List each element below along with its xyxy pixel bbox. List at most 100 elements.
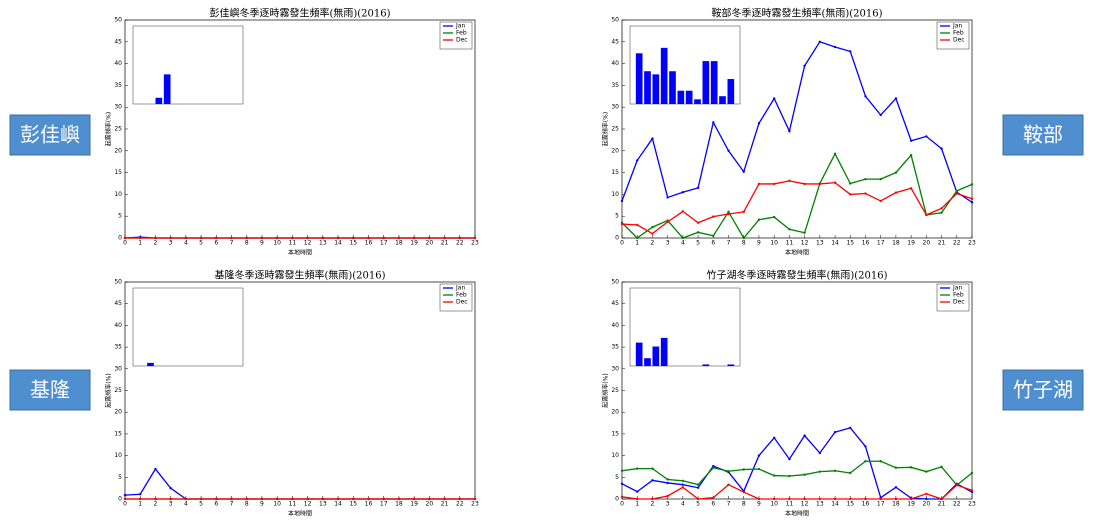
- point: [757, 497, 761, 501]
- x-tick-label: 13: [816, 501, 824, 508]
- x-tick-label: 22: [953, 501, 961, 508]
- point: [636, 223, 639, 227]
- point: [291, 236, 294, 240]
- x-tick-label: 18: [395, 240, 403, 247]
- x-tick-label: 17: [380, 240, 388, 247]
- station-label-box: [1002, 369, 1084, 411]
- point: [818, 40, 822, 43]
- series-line: [621, 460, 973, 487]
- point: [367, 236, 370, 240]
- x-tick-label: 6: [711, 240, 715, 247]
- inset-frame: [132, 287, 244, 367]
- point: [443, 497, 446, 501]
- point: [352, 497, 355, 501]
- x-tick-label: 21: [441, 240, 449, 247]
- y-tick-label: 45: [114, 300, 122, 307]
- point: [772, 474, 776, 477]
- point: [696, 186, 700, 190]
- point: [940, 207, 943, 210]
- x-tick-label: 19: [907, 501, 915, 508]
- point: [833, 181, 837, 184]
- y-tick-label: 45: [611, 300, 619, 307]
- point: [275, 497, 279, 501]
- y-tick-label: 50: [114, 279, 122, 286]
- y-tick-label: 40: [611, 322, 619, 329]
- point: [260, 236, 264, 240]
- y-tick-label: 30: [114, 104, 122, 111]
- point: [864, 192, 867, 195]
- station-label-text: 基隆: [30, 378, 70, 402]
- x-tick-label: 17: [380, 501, 388, 508]
- point: [970, 489, 974, 492]
- point: [681, 486, 685, 489]
- point: [803, 231, 806, 234]
- point: [651, 479, 654, 482]
- x-tick-label: 9: [757, 501, 761, 508]
- x-tick-label: 3: [666, 501, 670, 508]
- point: [788, 228, 791, 231]
- point: [443, 236, 446, 240]
- x-tick-label: 23: [968, 501, 976, 508]
- point: [955, 189, 958, 193]
- legend-label: Feb: [456, 30, 467, 37]
- inset-bar: [652, 74, 660, 104]
- y-tick-label: 5: [118, 474, 122, 481]
- point: [651, 232, 654, 235]
- inset-bar: [660, 337, 668, 366]
- x-tick-label: 1: [138, 501, 142, 508]
- x-tick-label: 8: [742, 240, 746, 247]
- point: [727, 470, 730, 473]
- point: [894, 497, 898, 501]
- point: [772, 215, 776, 219]
- point: [169, 236, 172, 240]
- station-label-box: [9, 369, 91, 411]
- point: [666, 494, 669, 498]
- point: [473, 236, 477, 240]
- x-tick-label: 2: [154, 240, 158, 247]
- inset-bar: [660, 47, 668, 104]
- y-tick-label: 15: [114, 430, 122, 437]
- x-tick-label: 16: [365, 240, 373, 247]
- x-tick-label: 5: [199, 240, 203, 247]
- y-tick-label: 0: [118, 235, 122, 242]
- point: [321, 497, 325, 501]
- point: [352, 236, 355, 240]
- y-tick-label: 20: [611, 147, 619, 154]
- point: [940, 147, 943, 150]
- point: [940, 497, 943, 501]
- inset-bar: [719, 96, 726, 104]
- point: [833, 469, 837, 472]
- x-tick-label: 21: [938, 501, 946, 508]
- point: [970, 183, 974, 186]
- point: [712, 234, 715, 238]
- point: [849, 50, 852, 53]
- y-tick-label: 10: [611, 452, 619, 459]
- y-tick-label: 35: [114, 82, 122, 89]
- x-tick-label: 20: [923, 501, 931, 508]
- point: [397, 236, 401, 240]
- point: [772, 97, 776, 100]
- point: [742, 490, 745, 494]
- point: [742, 468, 745, 471]
- point: [139, 497, 142, 501]
- legend-label: Dec: [456, 299, 468, 306]
- x-tick-label: 21: [441, 501, 449, 508]
- point: [666, 220, 669, 224]
- y-tick-label: 15: [611, 169, 619, 176]
- point: [712, 464, 715, 468]
- point: [636, 490, 639, 493]
- y-tick-label: 30: [611, 365, 619, 372]
- x-tick-label: 8: [245, 240, 249, 247]
- legend-label: Jan: [455, 285, 465, 292]
- series-line: [621, 41, 973, 203]
- point: [696, 486, 700, 489]
- x-tick-label: 14: [334, 501, 342, 508]
- x-tick-label: 10: [770, 240, 778, 247]
- legend-label: Dec: [953, 37, 965, 44]
- point: [306, 236, 309, 240]
- x-tick-label: 13: [319, 240, 327, 247]
- y-tick-label: 20: [114, 409, 122, 416]
- x-tick-label: 21: [938, 240, 946, 247]
- station-label-text: 鞍部: [1023, 123, 1063, 147]
